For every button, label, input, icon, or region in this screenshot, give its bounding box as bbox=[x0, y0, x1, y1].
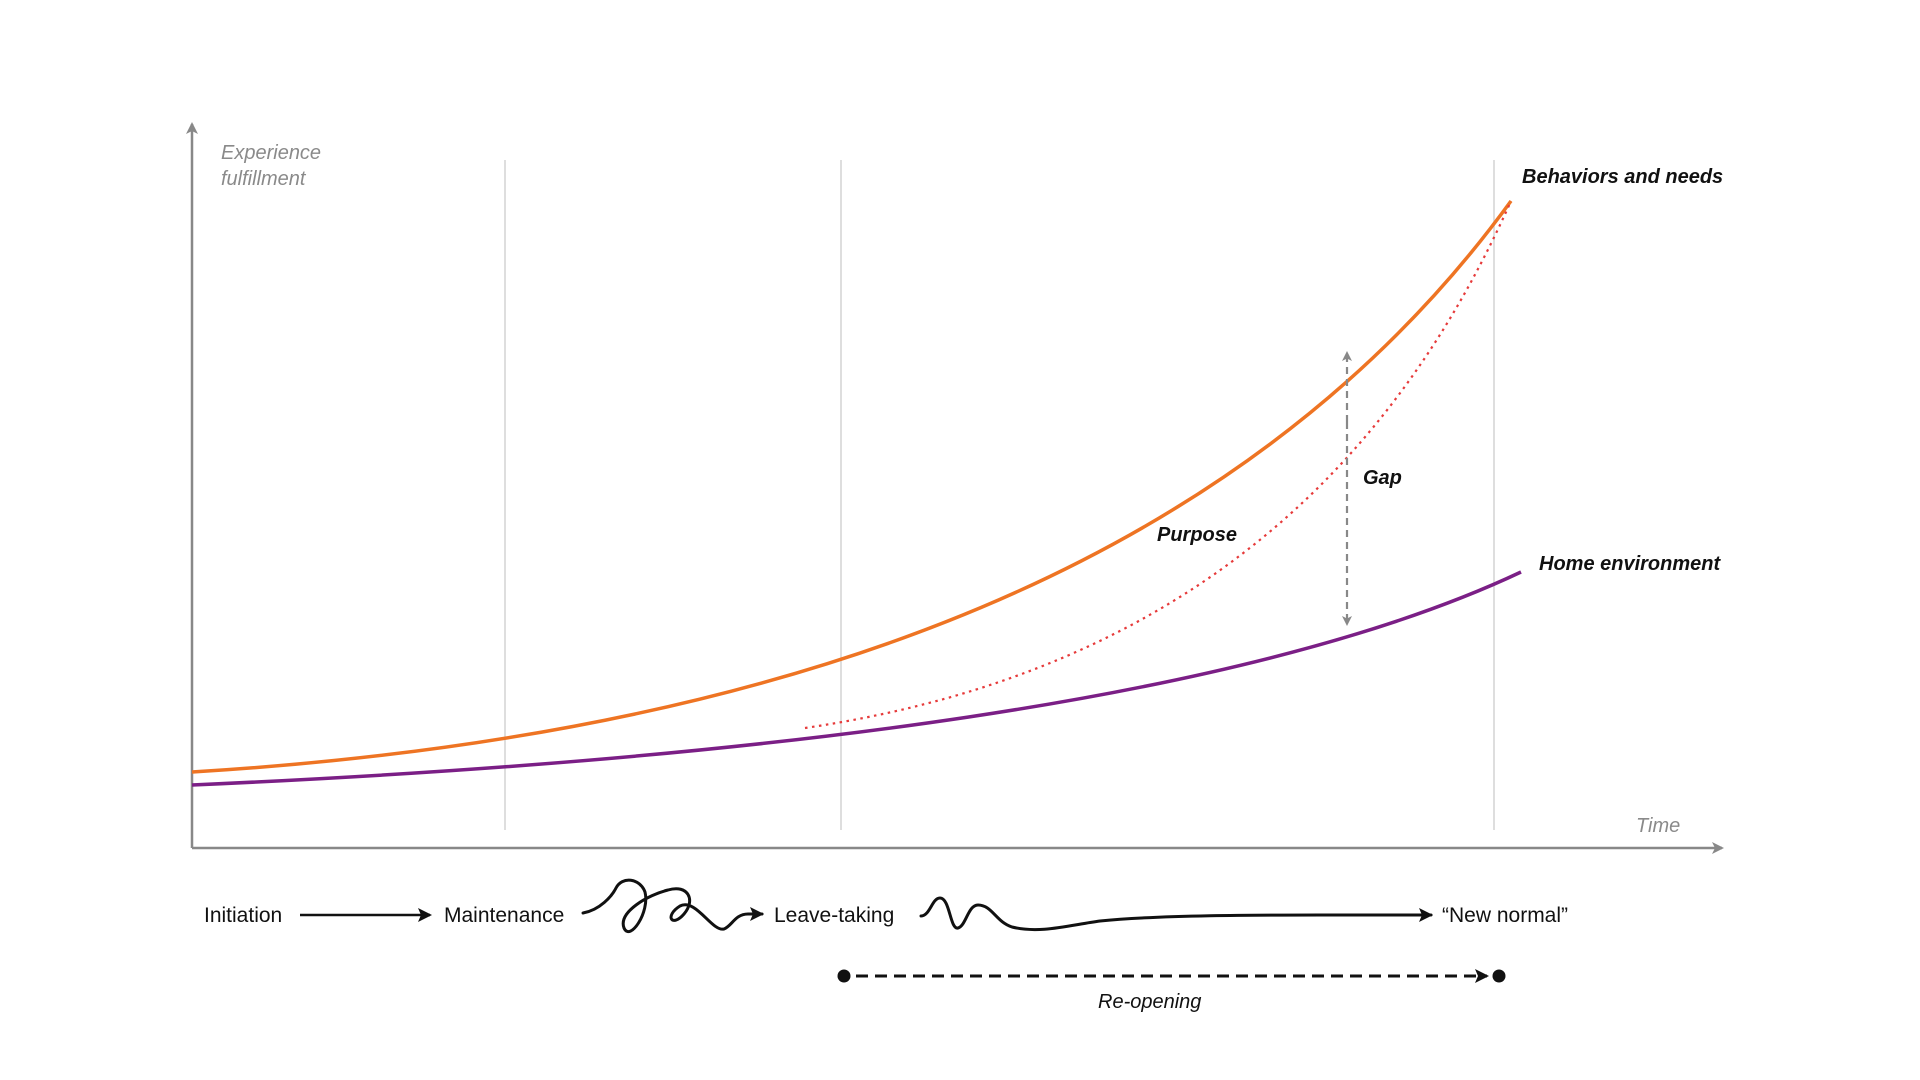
leave-taking-to-new-normal-path bbox=[919, 896, 1433, 932]
stage-maintenance: Maintenance bbox=[444, 904, 564, 927]
stage-initiation: Initiation bbox=[204, 904, 282, 927]
behaviors-and-needs-curve bbox=[191, 199, 1513, 774]
maintenance-to-leave-taking-squiggle bbox=[581, 878, 764, 933]
x-axis-label: Time bbox=[1636, 815, 1680, 837]
stage-new-normal: “New normal” bbox=[1442, 904, 1568, 927]
reopening-start-dot bbox=[837, 969, 851, 983]
stage-leave-taking: Leave-taking bbox=[774, 904, 894, 927]
purpose-label: Purpose bbox=[1157, 524, 1237, 546]
gap-label: Gap bbox=[1363, 467, 1402, 489]
y-axis-label-line1: Experience bbox=[221, 142, 321, 164]
reopening-end-dot bbox=[1492, 969, 1506, 983]
reopening-label: Re-opening bbox=[1098, 991, 1201, 1013]
home-environment-label: Home environment bbox=[1539, 553, 1721, 575]
home-environment-curve bbox=[191, 570, 1522, 787]
y-axis-label-line2: fulfillment bbox=[221, 168, 307, 190]
purpose-curve bbox=[804, 200, 1513, 730]
behaviors-and-needs-label: Behaviors and needs bbox=[1522, 166, 1723, 188]
